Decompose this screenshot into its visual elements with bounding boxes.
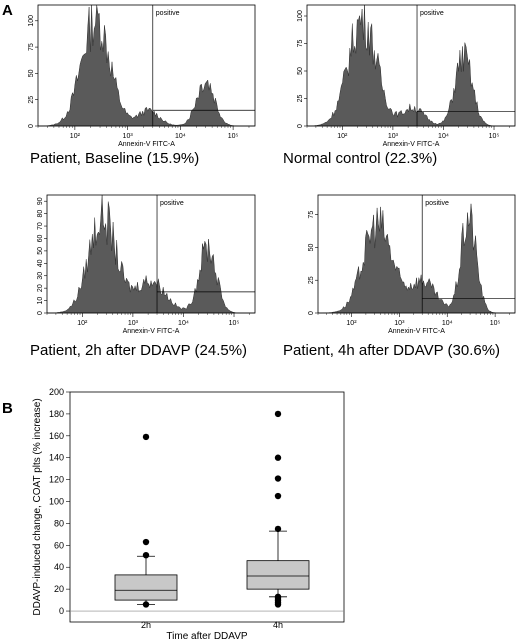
outlier-point [274,525,282,533]
x-tick-label: 10³ [388,133,399,140]
y-axis-label: DDAVP-induced change, COAT plts (% incre… [32,398,43,615]
y-tick-label: 25 [308,276,315,284]
gate-label: positive [420,10,444,17]
x-tick-label: 10² [337,133,348,140]
y-tick-label: 80 [54,518,64,528]
x-tick-label: 10³ [123,133,134,140]
x-tick-label: 10⁵ [229,320,240,327]
y-tick-label: 100 [297,10,304,22]
histogram-area [47,194,255,314]
y-tick-label: 90 [37,197,44,205]
outlier-point [274,454,282,461]
histogram-3: positive 0 10 20 30 40 50 60 70 80 90 10² 10³ 10⁴ 10⁵ A… [30,194,256,359]
y-tick-label: 75 [28,43,35,51]
x-tick-label: 10² [346,320,357,327]
y-tick-label: 25 [297,95,304,103]
x-tick-label: 10² [70,133,81,140]
outlier-point [274,475,282,482]
y-tick-label: 75 [308,211,315,219]
plot-frame [37,4,256,127]
y-tick-label: 50 [308,243,315,251]
y-tick-label: 0 [37,311,44,315]
x-tick-label: 10² [77,320,88,327]
y-tick-label: 10 [37,297,44,305]
panel-caption: Patient, 2h after DDAVP (24.5%) [30,342,247,359]
outlier-point [142,538,150,546]
y-tick-label: 40 [54,562,64,572]
y-tick-label: 0 [59,606,64,616]
y-tick-label: 160 [49,431,64,441]
outlier-point [274,410,282,418]
y-tick-label: 0 [308,311,315,315]
x-tick-label: 10⁵ [490,320,501,327]
outlier-point [274,593,282,601]
x-tick-label: 10⁴ [438,133,449,140]
x-tick-label: 10⁴ [178,320,189,327]
y-tick-label: 100 [28,15,35,27]
x-tick-label: 10³ [128,320,139,327]
histogram-1: positive 0 25 50 75 100 10² 10³ 10⁴ 10⁵ Annexin-V … [28,4,256,167]
y-tick-label: 0 [28,124,35,128]
iqr-box [114,574,178,601]
plot-frame [69,391,345,623]
x-axis-label: Annexin-V FITC-A [388,328,445,335]
panel-caption: Patient, 4h after DDAVP (30.6%) [283,342,500,359]
y-tick-label: 40 [37,259,44,267]
x-axis-label: Annexin-V FITC-A [383,141,440,148]
y-tick-label: 180 [49,409,64,419]
histogram-area [306,4,515,127]
plot-frame [306,4,516,127]
y-tick-label: 60 [54,540,64,550]
gate-label: positive [160,200,184,207]
outlier-point [142,601,150,608]
x-tick-label: 4h [273,620,283,630]
box-2h [114,433,178,608]
panel-a-label: A [2,2,13,19]
histogram-area [38,4,255,127]
y-tick-label: 140 [49,453,64,463]
y-tick-label: 75 [297,40,304,48]
x-tick-label: 10⁴ [175,133,186,140]
outlier-point [142,433,150,441]
y-tick-label: 50 [37,247,44,255]
x-tick-label: 10⁵ [489,133,500,140]
x-axis-label: Time after DDAVP [166,631,247,642]
x-tick-label: 10⁵ [228,133,239,140]
box-plot: 0 20 40 60 80 100 120 140 160 180 200 DDAVP-induced… [32,387,345,642]
y-tick-label: 60 [37,234,44,242]
y-tick-label: 80 [37,210,44,218]
y-tick-label: 30 [37,272,44,280]
outlier-point [142,551,150,559]
x-tick-label: 10³ [394,320,405,327]
y-tick-label: 25 [28,96,35,104]
y-tick-label: 20 [37,284,44,292]
y-tick-label: 200 [49,387,64,397]
plot-frame [317,194,516,314]
panel-caption: Normal control (22.3%) [283,150,437,167]
histogram-area [318,203,515,314]
y-tick-label: 50 [28,69,35,77]
x-axis-label: Annexin-V FITC-A [123,328,180,335]
y-tick-label: 100 [49,497,64,507]
y-tick-label: 120 [49,475,64,485]
plot-frame [46,194,256,314]
histogram-4: positive 0 25 50 75 10² 10³ 10⁴ 10⁵ Annexin-V FIT… [283,194,516,359]
box-4h [246,410,310,608]
y-tick-label: 70 [37,222,44,230]
y-tick-label: 50 [297,67,304,75]
x-axis-label: Annexin-V FITC-A [118,141,175,148]
y-tick-label: 20 [54,584,64,594]
iqr-box [246,560,310,590]
panel-b-label: B [2,400,13,417]
gate-label: positive [156,10,180,17]
gate-label: positive [425,200,449,207]
panel-caption: Patient, Baseline (15.9%) [30,150,199,167]
histogram-2: positive 0 25 50 75 100 10² 10³ 10⁴ 10⁵ Annexin-V … [283,4,516,167]
outlier-point [274,492,282,500]
x-tick-label: 10⁴ [442,320,453,327]
x-tick-label: 2h [141,620,151,630]
y-tick-label: 0 [297,124,304,128]
